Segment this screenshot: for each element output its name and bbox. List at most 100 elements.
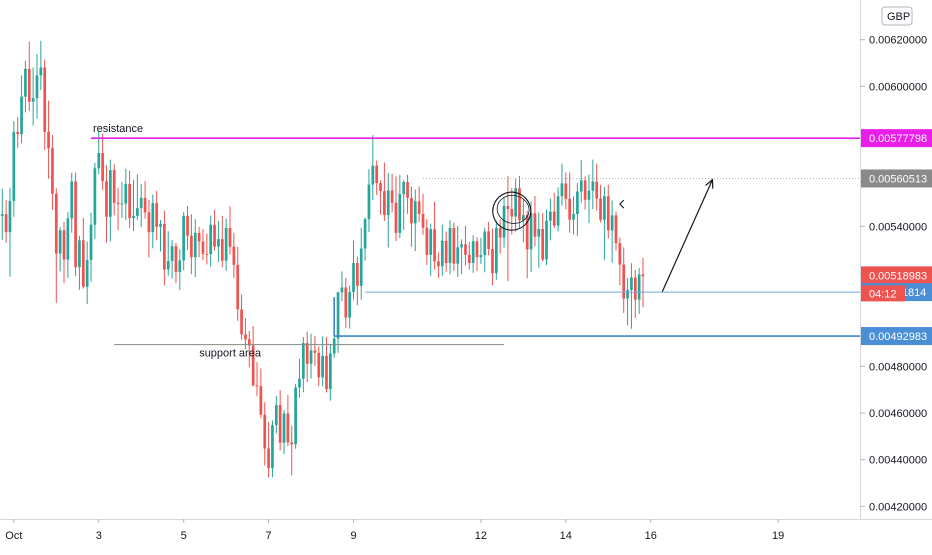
candle-body [232, 246, 236, 265]
candle-body [197, 232, 201, 242]
candle-body [159, 224, 162, 227]
candle-body [417, 201, 421, 214]
candle-body [201, 241, 205, 254]
candle-body [440, 240, 444, 267]
candle-body [375, 165, 379, 184]
candle-body [483, 231, 487, 256]
candle-body [163, 224, 166, 270]
y-tick-label: 0.00480000 [869, 361, 927, 373]
candle-body [74, 181, 77, 268]
candle-body [193, 232, 197, 258]
candle-body [545, 220, 548, 260]
candle-body [587, 190, 591, 200]
candle-body [533, 213, 537, 237]
candle-body [97, 153, 101, 169]
candle-body [576, 191, 579, 214]
currency-label: GBP [887, 11, 910, 23]
price-label-box [861, 129, 932, 148]
candle-body [390, 190, 394, 203]
x-tick-label: 16 [645, 530, 657, 542]
price-axis: 0.006200000.006000000.005400000.00520000… [860, 0, 927, 519]
candle-body [116, 202, 120, 204]
candle-body [263, 414, 267, 449]
candle-body [147, 212, 151, 233]
candle-body [294, 387, 297, 445]
candle-body [340, 287, 344, 293]
candle-body [89, 224, 93, 261]
price-label-text: 0.00492983 [869, 331, 927, 343]
candle-body [166, 261, 170, 270]
currency-badge [881, 6, 913, 26]
candle-body [313, 350, 317, 353]
price-labels: 0.005777980.005605130.005189830.00511814… [861, 6, 932, 346]
candle-body [336, 292, 340, 339]
candle-body [124, 183, 128, 204]
candle-body [425, 227, 429, 255]
candle-body [622, 264, 626, 299]
candle-body [444, 240, 448, 263]
y-tick-label: 0.00620000 [869, 35, 927, 47]
candle-body [139, 197, 143, 209]
candle-body [35, 75, 39, 99]
candle-body [460, 244, 463, 248]
candle-body [633, 277, 637, 300]
candle-body [81, 240, 85, 287]
candle-body [4, 214, 8, 233]
candle-body [259, 386, 263, 415]
candle-body [329, 353, 332, 389]
candle-body [217, 239, 220, 247]
x-tick-label: 19 [772, 530, 784, 542]
candle-body [286, 413, 290, 443]
projection-arrow [661, 179, 714, 292]
candle-body [27, 68, 31, 102]
candle-body [413, 201, 417, 224]
candle-body [112, 170, 116, 203]
candle-body [236, 264, 240, 310]
candle-body [178, 260, 182, 273]
candle-body [143, 197, 147, 213]
candle-body [325, 355, 328, 389]
candle-body [579, 180, 583, 192]
candle-body [255, 385, 259, 387]
candle-body [437, 261, 440, 267]
candle-body [383, 191, 386, 216]
candle-body [363, 219, 367, 249]
highlight-circle [492, 191, 532, 231]
candle-body [251, 345, 255, 386]
candle-body [510, 209, 514, 217]
candle-body [379, 183, 382, 192]
candle-body [85, 260, 89, 287]
candle-body [583, 180, 587, 200]
x-tick-label: 12 [475, 530, 487, 542]
candle-body [101, 153, 104, 182]
highlight-circle-inner [496, 194, 530, 224]
candle-body [386, 190, 390, 216]
candle-body [70, 181, 74, 219]
candle-body [464, 244, 467, 255]
candle-body [344, 287, 348, 318]
resistance-label: resistance [93, 123, 143, 135]
candle-body [244, 334, 247, 340]
price-label-text: 0.00560513 [869, 173, 927, 185]
candle-body [24, 68, 27, 97]
candle-body [518, 188, 521, 221]
candle-body [475, 241, 479, 258]
candle-body [641, 274, 645, 277]
support-label: support area [199, 348, 262, 360]
candle-body [8, 200, 12, 233]
candle-body [398, 194, 402, 233]
candle-body [514, 188, 517, 217]
candle-body [456, 247, 460, 264]
candle-body [352, 262, 355, 293]
candle-body [186, 215, 189, 236]
candle-body [78, 240, 81, 268]
candle-body [151, 203, 155, 233]
candle-body [402, 182, 406, 195]
candle-body [128, 183, 131, 219]
candle-body [290, 442, 294, 445]
y-tick-label: 0.00440000 [869, 455, 927, 467]
